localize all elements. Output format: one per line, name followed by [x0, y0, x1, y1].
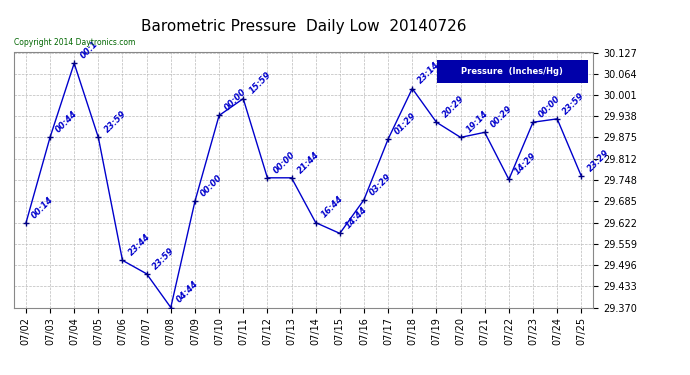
Text: Barometric Pressure  Daily Low  20140726: Barometric Pressure Daily Low 20140726 — [141, 19, 466, 34]
Text: 01:29: 01:29 — [393, 111, 417, 136]
Text: 23:29: 23:29 — [586, 148, 611, 173]
Text: 23:59: 23:59 — [103, 109, 128, 135]
Text: 00:29: 00:29 — [489, 104, 514, 129]
Text: 03:29: 03:29 — [368, 171, 393, 197]
Text: 23:59: 23:59 — [562, 91, 586, 116]
Text: 04:44: 04:44 — [175, 279, 200, 305]
Text: 23:14: 23:14 — [417, 60, 442, 86]
Text: 19:14: 19:14 — [465, 109, 490, 135]
Text: 00:00: 00:00 — [199, 173, 224, 199]
Text: Copyright 2014 Daytronics.com: Copyright 2014 Daytronics.com — [14, 38, 135, 47]
Text: 20:29: 20:29 — [441, 94, 466, 120]
Text: 21:44: 21:44 — [296, 150, 321, 175]
Text: 00:44: 00:44 — [55, 109, 79, 135]
Text: 23:44: 23:44 — [127, 232, 152, 258]
Text: 14:29: 14:29 — [513, 152, 538, 177]
Text: 14:44: 14:44 — [344, 205, 369, 231]
Text: 00:1: 00:1 — [79, 39, 99, 60]
Text: 00:00: 00:00 — [272, 150, 297, 175]
Text: 00:00: 00:00 — [538, 94, 562, 120]
Text: 00:14: 00:14 — [30, 195, 55, 220]
Text: 16:44: 16:44 — [320, 195, 345, 220]
Text: 15:59: 15:59 — [248, 70, 273, 96]
Text: 23:59: 23:59 — [151, 246, 176, 271]
Text: 00:00: 00:00 — [224, 87, 248, 113]
